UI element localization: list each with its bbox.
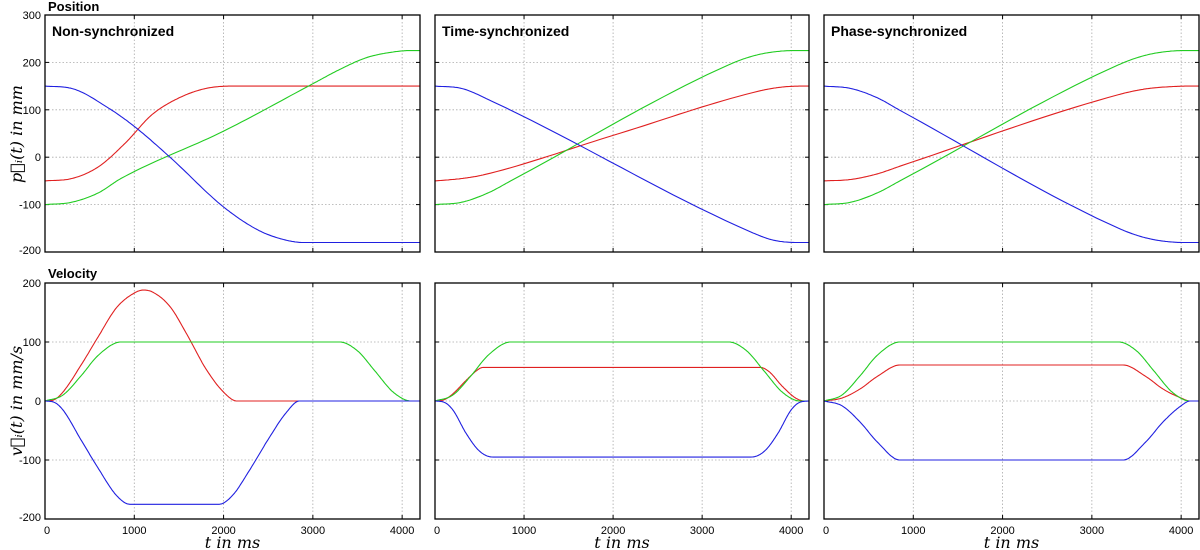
x-axis-label: t in ms xyxy=(205,533,260,550)
x-axis-label: t in ms xyxy=(594,533,649,550)
y-tick-label: 200 xyxy=(23,57,41,69)
x-tick-label: 4000 xyxy=(390,525,414,537)
series-line-blue xyxy=(434,85,809,244)
x-tick-label: 1000 xyxy=(512,525,536,537)
y-tick-label: 100 xyxy=(23,105,41,117)
panel-velocity-0: 0 1000 2000 3000 4000 -200 -100 0 100 200 t in ms xyxy=(19,278,421,550)
y-tick-label: -200 xyxy=(19,245,41,257)
series-line-blue xyxy=(45,400,420,505)
y-tick-label: 200 xyxy=(23,278,41,290)
series-line-blue xyxy=(44,85,420,244)
plot-frame xyxy=(823,282,1200,520)
series-line-blue xyxy=(435,400,809,458)
y-tick-label: -100 xyxy=(19,455,41,467)
series-line-red xyxy=(434,85,809,182)
row-title-velocity: Velocity xyxy=(48,266,98,281)
velocity-y-axis-label: v⃗ᵢ(t) in mm/s xyxy=(7,346,26,456)
x-tick-label: 1000 xyxy=(122,525,146,537)
plot-frame xyxy=(44,282,421,520)
series-line-red xyxy=(45,289,420,402)
x-tick-label: 1000 xyxy=(901,525,925,537)
x-tick-label: 3000 xyxy=(301,525,325,537)
x-axis-label: t in ms xyxy=(984,533,1039,550)
series-line-green xyxy=(434,341,809,402)
series-line-green xyxy=(434,50,809,206)
grid-lines xyxy=(824,15,1199,252)
panel-title: Non-synchronized xyxy=(52,23,174,39)
x-tick-label: 0 xyxy=(823,525,829,537)
plot-frame xyxy=(434,14,810,253)
series-line-red xyxy=(44,85,420,182)
x-tick-label: 4000 xyxy=(1169,525,1193,537)
panel-velocity-1: 0 1000 2000 3000 4000 t in ms xyxy=(434,282,810,550)
x-tick-label: 2000 xyxy=(601,525,625,537)
panel-title: Phase-synchronized xyxy=(831,23,967,39)
position-y-axis-label: p⃗ᵢ(t) in mm xyxy=(7,85,26,183)
series-line-blue xyxy=(823,85,1199,244)
y-tick-label: -200 xyxy=(19,512,41,524)
x-tick-label: 2000 xyxy=(990,525,1014,537)
x-tick-label: 0 xyxy=(434,525,440,537)
x-tick-label: 3000 xyxy=(1080,525,1104,537)
y-tick-label: 300 xyxy=(23,10,41,22)
series-line-red xyxy=(823,364,1199,402)
x-tick-label: 3000 xyxy=(690,525,714,537)
grid-lines xyxy=(435,15,809,252)
grid-lines xyxy=(824,283,1199,519)
grid-lines xyxy=(45,15,420,252)
series-line-red xyxy=(823,85,1199,182)
y-tick-label: 0 xyxy=(35,152,41,164)
grid-lines xyxy=(435,283,809,519)
panel-position-1: Time-synchronized xyxy=(434,14,810,253)
panel-position-2: Phase-synchronized xyxy=(823,14,1200,253)
y-tick-label: 0 xyxy=(35,396,41,408)
series-line-green xyxy=(823,341,1199,402)
y-tick-label: -100 xyxy=(19,200,41,212)
plot-frame xyxy=(434,282,810,520)
series-line-blue xyxy=(823,400,1199,461)
x-tick-label: 4000 xyxy=(779,525,803,537)
series-line-green xyxy=(44,50,420,206)
series-line-green xyxy=(44,341,420,402)
x-tick-label: 0 xyxy=(44,525,50,537)
row-title-position: Position xyxy=(48,0,99,14)
y-tick-label: 100 xyxy=(23,337,41,349)
panels: -200 -100 0 100 200 300 Non-synchronized Time-s… xyxy=(19,10,1200,550)
plot-frame xyxy=(823,14,1200,253)
series-line-green xyxy=(823,50,1199,206)
panel-title: Time-synchronized xyxy=(442,23,569,39)
panel-velocity-2: 0 1000 2000 3000 4000 t in ms xyxy=(823,282,1200,550)
x-tick-label: 2000 xyxy=(211,525,235,537)
panel-position-0: -200 -100 0 100 200 300 Non-synchronized xyxy=(19,10,421,257)
plot-frame xyxy=(44,14,421,253)
series-line-red xyxy=(434,366,809,402)
